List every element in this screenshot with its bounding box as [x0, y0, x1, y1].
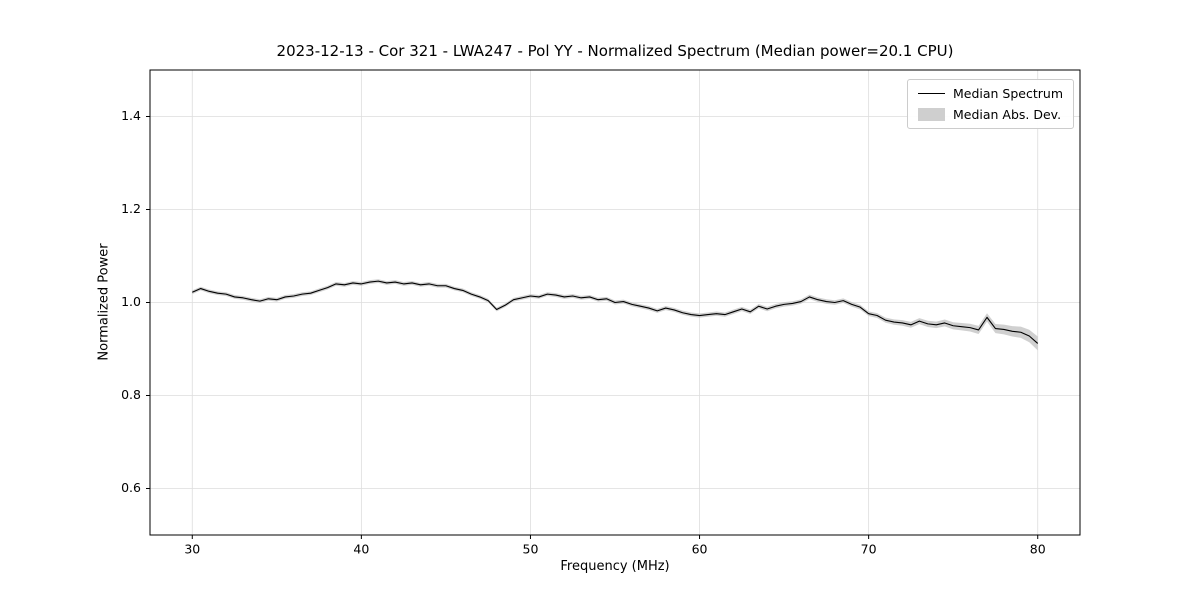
legend: Median Spectrum Median Abs. Dev. — [906, 79, 1074, 129]
legend-label-median-spectrum: Median Spectrum — [952, 86, 1063, 101]
svg-text:1.0: 1.0 — [121, 294, 141, 309]
legend-label-median-abs-dev: Median Abs. Dev. — [952, 107, 1062, 122]
svg-text:60: 60 — [692, 542, 708, 557]
legend-item-median-abs-dev: Median Abs. Dev. — [917, 107, 1063, 122]
legend-item-median-spectrum: Median Spectrum — [917, 86, 1063, 101]
median-spectrum-line-swatch — [917, 93, 945, 94]
median-abs-dev-patch-swatch — [917, 108, 945, 121]
svg-text:1.4: 1.4 — [121, 108, 141, 123]
svg-text:70: 70 — [861, 542, 877, 557]
svg-text:30: 30 — [184, 542, 200, 557]
svg-text:0.8: 0.8 — [121, 387, 141, 402]
svg-text:0.6: 0.6 — [121, 480, 141, 495]
svg-text:80: 80 — [1030, 542, 1046, 557]
chart-title: 2023-12-13 - Cor 321 - LWA247 - Pol YY -… — [276, 42, 954, 60]
svg-text:50: 50 — [523, 542, 539, 557]
x-axis-label: Frequency (MHz) — [560, 559, 670, 574]
svg-text:40: 40 — [353, 542, 369, 557]
svg-text:1.2: 1.2 — [121, 201, 141, 216]
